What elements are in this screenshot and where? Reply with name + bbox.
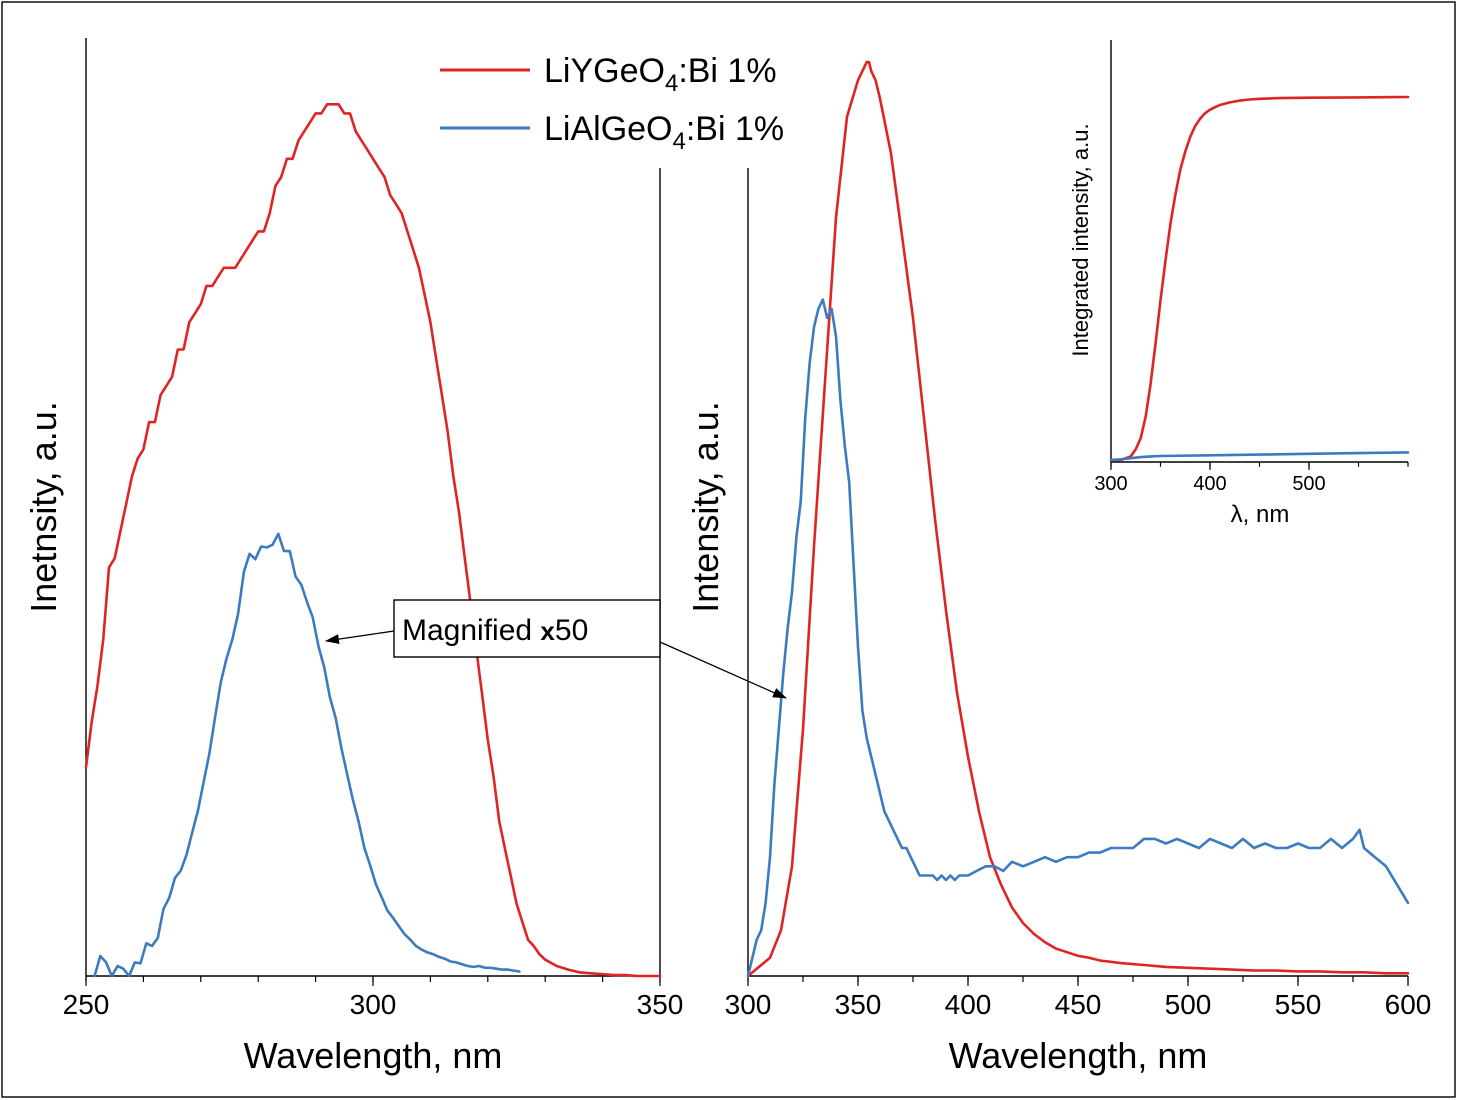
inset-tick-label: 400 <box>1193 473 1226 495</box>
inset-series-1 <box>1109 451 1410 462</box>
inset-ticks: 300 400 500 <box>1094 462 1409 495</box>
inset-series <box>1109 95 1410 462</box>
legend-formula: LiYGeO <box>544 52 665 90</box>
annotation-prefix: Magnified <box>402 614 540 647</box>
emission-tick-label: 300 <box>725 989 772 1020</box>
emission-series <box>746 60 1410 978</box>
excitation-panel: 250 300 350 Wavelength, nm Inetnsity, a.u. <box>23 38 683 1076</box>
legend: LiYGeO4:Bi 1% LiAlGeO4:Bi 1% <box>420 36 840 168</box>
emission-ticks: 300 350 400 450 500 550 600 <box>725 976 1432 1020</box>
excitation-ticks: 250 300 350 <box>63 976 684 1020</box>
emission-tick-label: 350 <box>835 989 882 1020</box>
emission-series-1 <box>746 298 1410 978</box>
legend-suffix: :Bi 1% <box>686 110 784 148</box>
inset-panel: 300 400 500 λ, nm Integrated intensity, a.… <box>1068 40 1410 528</box>
magnified-annotation: Magnified x50 <box>325 599 787 699</box>
legend-label-liygeo: LiYGeO4:Bi 1% <box>544 52 777 97</box>
excitation-series-0 <box>84 103 662 978</box>
legend-label-lialgeo: LiAlGeO4:Bi 1% <box>544 110 784 155</box>
inset-x-title: λ, nm <box>1231 501 1290 528</box>
excitation-y-title: Inetnsity, a.u. <box>23 401 64 612</box>
inset-background <box>1111 40 1408 462</box>
legend-subscript: 4 <box>665 70 678 97</box>
legend-suffix: :Bi 1% <box>678 52 776 90</box>
emission-panel: 300 350 400 450 500 550 600 Wavelength, nm Int… <box>685 38 1431 1076</box>
annotation-arrow-right <box>659 641 787 699</box>
excitation-tick-label: 250 <box>63 989 110 1020</box>
excitation-tick-label: 350 <box>637 989 684 1020</box>
emission-series-0 <box>746 60 1410 978</box>
excitation-x-title: Wavelength, nm <box>244 1035 503 1076</box>
excitation-series-1 <box>93 532 521 978</box>
emission-tick-label: 550 <box>1275 989 1322 1020</box>
annotation-multiplier: x <box>540 616 555 646</box>
legend-subscript: 4 <box>673 128 686 155</box>
annotation-value: 50 <box>555 614 588 647</box>
emission-tick-label: 500 <box>1165 989 1212 1020</box>
legend-formula: LiAlGeO <box>544 110 673 148</box>
emission-tick-label: 450 <box>1055 989 1102 1020</box>
emission-x-title: Wavelength, nm <box>949 1035 1208 1076</box>
inset-tick-label: 500 <box>1292 473 1325 495</box>
emission-tick-label: 600 <box>1385 989 1432 1020</box>
excitation-series <box>84 103 662 978</box>
annotation-box <box>393 599 661 658</box>
emission-tick-label: 400 <box>945 989 992 1020</box>
inset-tick-label: 300 <box>1094 473 1127 495</box>
inset-y-title: Integrated intensity, a.u. <box>1068 123 1093 356</box>
annotation-text: Magnified x50 <box>402 614 588 647</box>
excitation-tick-label: 300 <box>350 989 397 1020</box>
emission-y-title: Intensity, a.u. <box>685 401 726 612</box>
annotation-arrow-left <box>325 630 395 645</box>
legend-background <box>420 36 840 168</box>
inset-series-0 <box>1109 95 1410 462</box>
